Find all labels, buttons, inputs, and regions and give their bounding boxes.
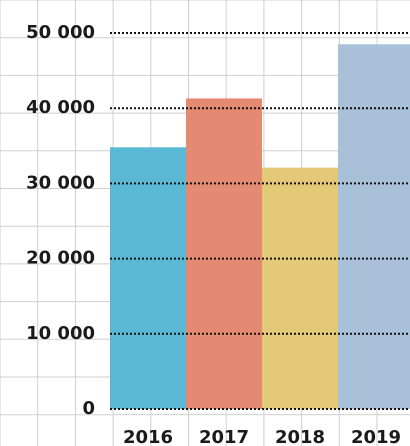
x-axis-labels: 2016 2017 2018 2019 [123,427,401,446]
y-tick-label: 50 000 [26,22,95,43]
bars [110,44,410,409]
gridline-markers [110,32,410,410]
bar-2017 [186,98,262,409]
x-tick-label: 2017 [199,427,249,446]
x-tick-label: 2019 [351,427,401,446]
bar-2018 [262,167,338,409]
y-tick-label: 30 000 [26,172,95,193]
bar-2019 [338,44,410,409]
y-tick-label: 0 [82,398,95,419]
y-tick-label: 20 000 [26,248,95,269]
x-tick-label: 2016 [123,427,173,446]
x-tick-label: 2018 [275,427,325,446]
y-tick-label: 10 000 [26,323,95,344]
y-tick-label: 40 000 [26,97,95,118]
y-axis-labels: 0 10 000 20 000 30 000 40 000 50 000 [26,22,95,419]
bar-2016 [110,147,186,409]
